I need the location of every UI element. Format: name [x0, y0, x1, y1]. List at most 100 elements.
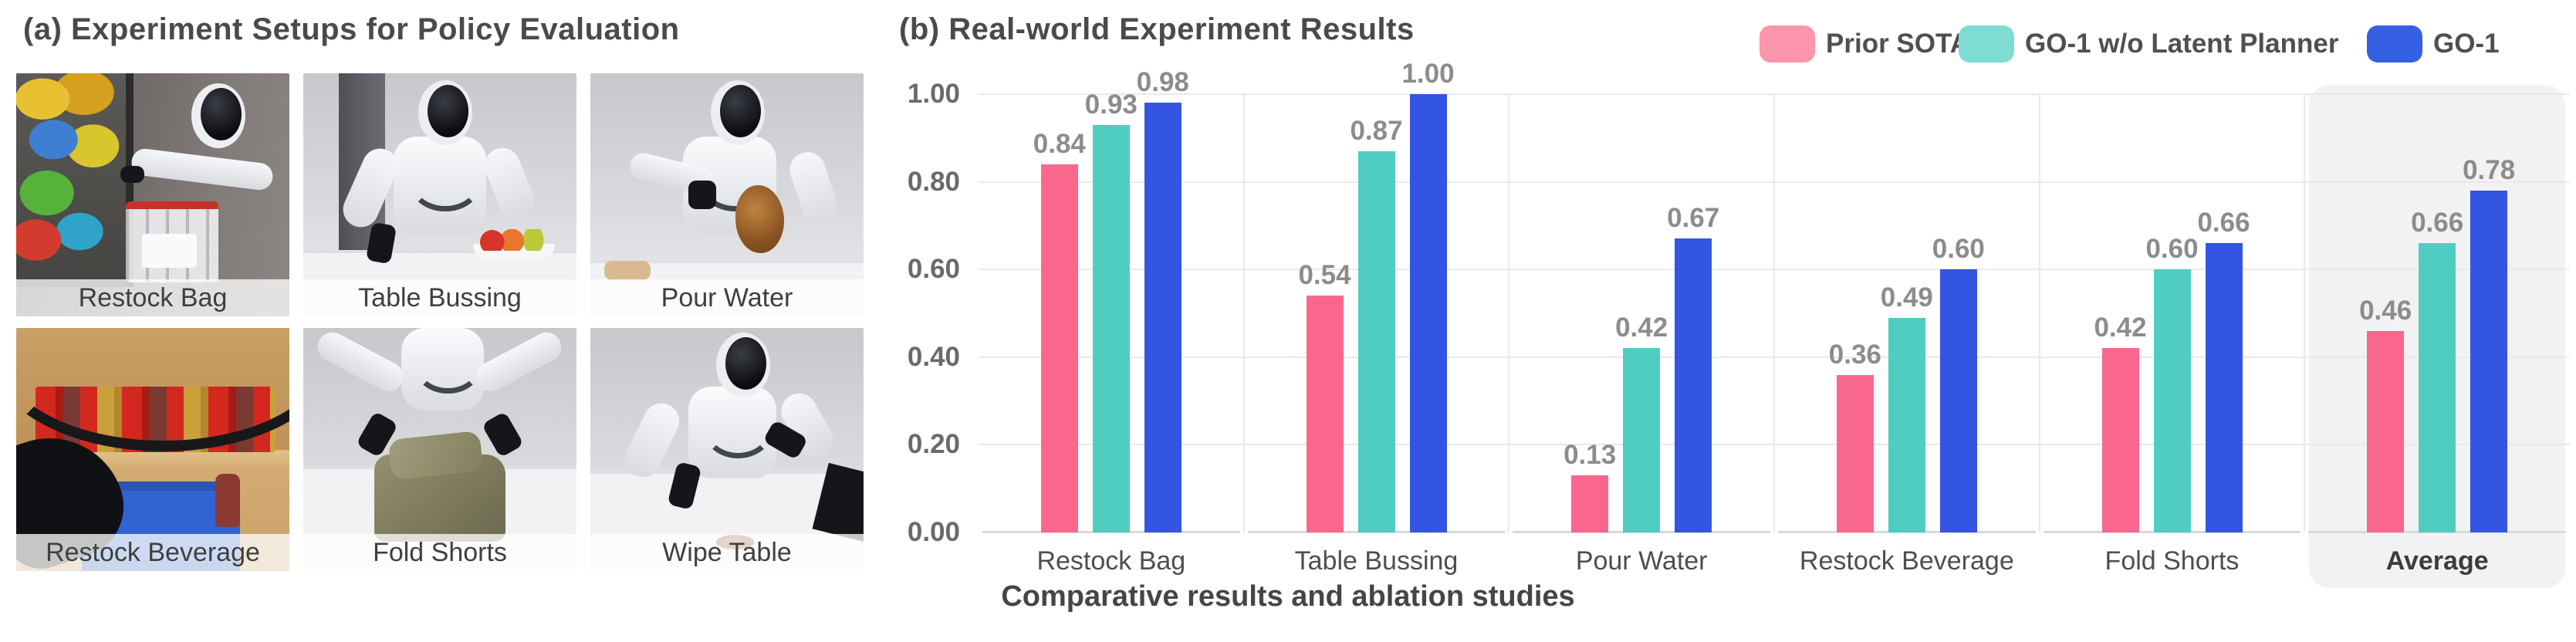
panel-separator	[2304, 94, 2306, 532]
bar-value-label: 0.78	[2463, 154, 2516, 185]
scene-shape	[374, 454, 505, 542]
photo-pour-water: Pour Water	[590, 73, 864, 316]
bar-go-1	[1144, 103, 1182, 532]
bar-go-1	[1939, 269, 1977, 532]
y-tick-label: 0.40	[907, 341, 960, 372]
legend-item-prior-sota: Prior SOTA	[1760, 25, 1969, 63]
scene-shape	[785, 147, 842, 228]
legend-label: GO-1 w/o Latent Planner	[2025, 29, 2339, 59]
robot-illustration	[710, 80, 765, 146]
category-label: Fold Shorts	[2104, 546, 2240, 576]
bar-go-1-w-o-latent-planner	[1888, 317, 1925, 532]
y-tick-label: 0.20	[907, 429, 960, 460]
y-tick-label: 0.00	[907, 517, 960, 547]
bar-go-1-w-o-latent-planner	[2153, 269, 2191, 532]
bar-go-1	[2205, 243, 2243, 532]
bar-value-label: 0.42	[2094, 313, 2147, 343]
photo-label: Table Bussing	[303, 279, 576, 316]
photo-label: Wipe Table	[590, 534, 864, 571]
experiment-photo-grid: Restock Bag Table Bussing	[16, 73, 864, 571]
bar-go-1-w-o-latent-planner	[1623, 348, 1661, 532]
scene-shape	[16, 73, 134, 288]
bar-value-label: 0.67	[1667, 203, 1720, 234]
panel-a-title: (a) Experiment Setups for Policy Evaluat…	[23, 12, 680, 46]
y-tick-label: 1.00	[907, 79, 960, 109]
panel-separator	[1773, 94, 1775, 532]
robot-illustration	[715, 333, 770, 398]
bar-go-1-w-o-latent-planner	[1092, 124, 1130, 532]
scene-shape	[688, 180, 716, 210]
bar-value-label: 0.54	[1298, 260, 1351, 291]
category-label: Average	[2385, 546, 2489, 576]
bar-prior-sota	[1040, 164, 1078, 532]
scene-shape	[120, 165, 145, 183]
category-label: Table Bussing	[1294, 546, 1459, 576]
robot-illustration	[191, 83, 246, 148]
photo-label: Restock Beverage	[16, 534, 289, 571]
legend-item-go1-wo-latent-planner: GO-1 w/o Latent Planner	[1959, 25, 2338, 63]
bar-go-1-w-o-latent-planner	[2419, 243, 2456, 532]
scene-shape	[603, 260, 651, 280]
photo-table-bussing: Table Bussing	[303, 73, 576, 316]
panel-separator	[1242, 94, 1245, 532]
legend-label: GO-1	[2433, 29, 2500, 59]
panel-separator	[2038, 94, 2040, 532]
photo-wipe-table: Wipe Table	[590, 328, 864, 571]
scene-shape	[688, 386, 776, 479]
figure-caption: Comparative results and ablation studies	[1001, 580, 1575, 613]
robot-illustration	[418, 80, 472, 146]
bar-value-label: 0.98	[1136, 67, 1189, 98]
panel-b-title: (b) Real-world Experiment Results	[899, 12, 1415, 46]
bar-value-label: 0.60	[1932, 234, 1985, 265]
photo-label: Pour Water	[590, 279, 864, 316]
photo-restock-bag: Restock Bag	[16, 73, 289, 316]
bar-value-label: 0.49	[1880, 282, 1933, 313]
photo-fold-shorts: Fold Shorts	[303, 328, 576, 571]
category-label: Restock Beverage	[1799, 546, 2014, 576]
bar-prior-sota	[1836, 374, 1874, 532]
y-tick-label: 0.60	[907, 254, 960, 285]
bar-value-label: 0.87	[1350, 115, 1403, 146]
bar-value-label: 1.00	[1401, 59, 1455, 89]
scene-shape	[130, 147, 275, 191]
scene-shape	[479, 142, 540, 224]
legend-swatch-go1-wo-latent-planner	[1959, 25, 2014, 63]
photo-label: Fold Shorts	[303, 534, 576, 571]
bar-go-1	[2470, 190, 2508, 532]
scene-shape	[141, 233, 197, 268]
photo-label: Restock Bag	[16, 279, 289, 316]
bar-prior-sota	[1571, 475, 1609, 532]
bar-prior-sota	[2101, 348, 2139, 532]
scene-shape	[401, 328, 484, 411]
bar-value-label: 0.66	[2411, 208, 2464, 238]
bar-prior-sota	[2367, 330, 2405, 532]
bar-value-label: 0.93	[1084, 89, 1138, 120]
bar-value-label: 0.46	[2359, 295, 2412, 326]
bar-go-1	[1409, 94, 1447, 532]
scene-shape	[313, 328, 409, 397]
bar-value-label: 0.84	[1033, 128, 1086, 159]
legend-item-go1: GO-1	[2367, 25, 2500, 63]
scene-shape	[475, 228, 553, 251]
bar-value-label: 0.66	[2197, 208, 2250, 238]
legend-label: Prior SOTA	[1826, 29, 1970, 59]
y-tick-label: 0.80	[907, 166, 960, 197]
scene-shape	[471, 328, 567, 397]
legend-swatch-go1	[2367, 25, 2422, 63]
scene-shape	[215, 474, 241, 528]
bar-chart-plot-area: 1.00 0.80 0.60 0.40 0.20 0.00 0.84 0.93 0.98 Rest…	[908, 59, 2570, 588]
bar-go-1	[1675, 238, 1712, 532]
legend-swatch-prior-sota	[1760, 25, 1815, 63]
bar-value-label: 0.13	[1564, 440, 1617, 471]
panel-separator	[1508, 94, 1510, 532]
scene-shape	[393, 136, 487, 234]
photo-restock-beverage: Restock Beverage	[16, 328, 289, 571]
category-label: Pour Water	[1575, 546, 1708, 576]
bar-prior-sota	[1306, 296, 1344, 532]
category-label: Restock Bag	[1036, 546, 1186, 576]
scene-shape	[481, 411, 525, 459]
bar-go-1-w-o-latent-planner	[1357, 150, 1395, 532]
scene-shape	[735, 184, 785, 254]
bar-value-label: 0.60	[2145, 234, 2199, 265]
